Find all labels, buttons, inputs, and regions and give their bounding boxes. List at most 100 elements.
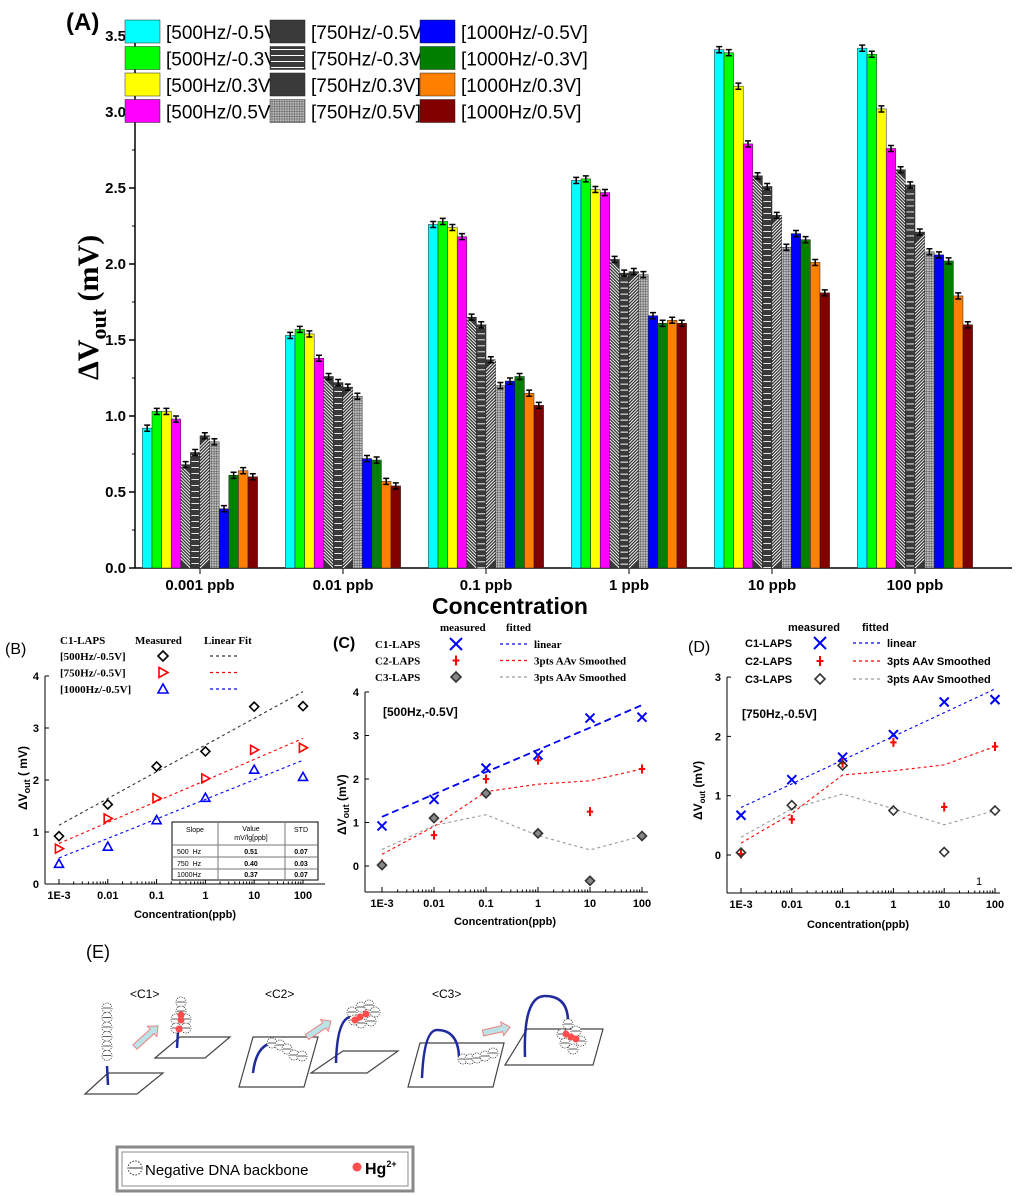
- legend-entry-label: C2-LAPS: [745, 656, 792, 668]
- legend-fit-label: 3pts AAv Smoothed: [534, 656, 626, 668]
- bar: [437, 221, 448, 569]
- legend-entry-label: [500Hz/-0.5V]: [166, 23, 282, 44]
- bar: [781, 247, 792, 569]
- error-bar: [916, 228, 923, 236]
- table-cell: 500 Hz: [177, 849, 202, 856]
- marker-x: [449, 637, 463, 651]
- panel-a-bar-chart: (A) ΔVout (mV) Concentration 0.0 0.5 1.0 1.…: [66, 9, 1012, 619]
- marker-triangle-up: [150, 813, 163, 825]
- error-bar: [192, 448, 199, 457]
- bar-hatch: [771, 215, 782, 569]
- bar: [810, 262, 821, 569]
- marker-triangle-up: [248, 763, 261, 774]
- marker-diamond: [376, 859, 388, 871]
- error-bar: [888, 144, 894, 153]
- y-tick-label: 3.5: [105, 28, 126, 45]
- legend-swatch: [124, 72, 161, 97]
- marker-diamond: [636, 830, 648, 842]
- error-bar: [678, 319, 685, 328]
- hg-ion-icon: [177, 1016, 185, 1024]
- legend-backbone-label: Negative DNA backbone: [145, 1162, 308, 1179]
- table-cell: 0.51: [244, 849, 258, 856]
- bar: [456, 236, 468, 569]
- y-title-unit: (mV): [335, 774, 349, 804]
- error-bar: [592, 185, 599, 194]
- y-tick-label: 3: [715, 672, 721, 684]
- error-bar: [459, 232, 465, 241]
- error-bar: [926, 248, 933, 256]
- error-bar: [573, 176, 580, 185]
- bar-hatch: [270, 99, 305, 123]
- fit-line: [381, 704, 643, 818]
- bar-hatch: [895, 170, 906, 569]
- bar: [294, 329, 305, 569]
- legend-entry-label: [500Hz/0.5V]: [166, 103, 276, 124]
- marker-x: [480, 762, 492, 774]
- hg-ion-icon: [177, 1011, 185, 1019]
- marker-x: [376, 820, 388, 832]
- panel-d-label: (D): [688, 639, 710, 656]
- legend-entry-label: [750Hz/0.3V]: [311, 76, 421, 97]
- error-bar: [392, 482, 399, 490]
- legend-entry-label: [1000Hz/-0.3V]: [461, 50, 588, 71]
- legend-title: C1-LAPS: [60, 635, 105, 647]
- error-bar: [163, 407, 170, 416]
- bar: [571, 180, 582, 569]
- legend-entry-label: [1000Hz/0.5V]: [461, 103, 581, 124]
- y-tick-label: 0.5: [105, 484, 126, 501]
- panel-a-x-axis-title: Concentration: [432, 593, 588, 619]
- legend-box-inner: [121, 1151, 409, 1187]
- bar: [714, 49, 725, 569]
- error-bar: [745, 140, 751, 148]
- legend-entry-label: [500Hz/-0.5V]: [60, 651, 126, 663]
- error-bar: [907, 181, 914, 189]
- error-bar: [287, 331, 294, 340]
- x-tick-label: 0.1 ppb: [460, 577, 513, 594]
- error-bar: [468, 313, 475, 321]
- panel-a-label: (A): [66, 9, 99, 36]
- stray-label: 1: [976, 876, 982, 888]
- bar: [876, 108, 887, 569]
- error-bar: [802, 235, 809, 244]
- bar: [352, 395, 363, 569]
- x-tick-label: 10: [584, 898, 596, 910]
- marker-plus: [890, 737, 897, 747]
- error-bar: [964, 321, 971, 329]
- error-bar: [659, 319, 666, 328]
- error-bar: [296, 325, 303, 334]
- error-bar: [325, 372, 332, 381]
- error-bar: [153, 407, 160, 416]
- surface-plane: [309, 1050, 400, 1074]
- legend-box-outer: [115, 1145, 415, 1193]
- error-bar: [868, 50, 875, 59]
- legend-swatch: [419, 99, 456, 123]
- error-bar: [478, 321, 485, 329]
- marker-plus: [816, 656, 824, 666]
- bar: [800, 239, 811, 569]
- error-bar: [182, 460, 189, 469]
- bar-hatch: [323, 378, 334, 569]
- y-tick-label: 4: [353, 687, 360, 699]
- marker-x: [813, 636, 827, 650]
- error-bar: [897, 165, 904, 174]
- y-title-unit: (mV): [72, 235, 105, 309]
- marker-diamond: [938, 846, 950, 858]
- marker-diamond: [428, 812, 440, 824]
- legend-swatch: [124, 46, 161, 70]
- marker-plus: [482, 774, 490, 784]
- bar: [247, 476, 258, 569]
- legend-swatch: [419, 19, 456, 44]
- dna-strand: [420, 1028, 461, 1079]
- legend-entry-label: C3-LAPS: [375, 672, 420, 684]
- panel-b-y-axis-title: ΔVout ( mV): [16, 746, 32, 810]
- marker-diamond: [532, 827, 544, 840]
- fit-line: [58, 737, 304, 844]
- bar-hatch: [485, 359, 496, 569]
- marker-triangle-up: [53, 857, 65, 869]
- surface-plane: [238, 1036, 319, 1088]
- diagram-drawings: [83, 994, 604, 1095]
- error-bar: [936, 251, 942, 259]
- error-bar: [201, 431, 208, 440]
- error-bar: [316, 354, 322, 363]
- x-tick-label: 0.1: [149, 890, 164, 902]
